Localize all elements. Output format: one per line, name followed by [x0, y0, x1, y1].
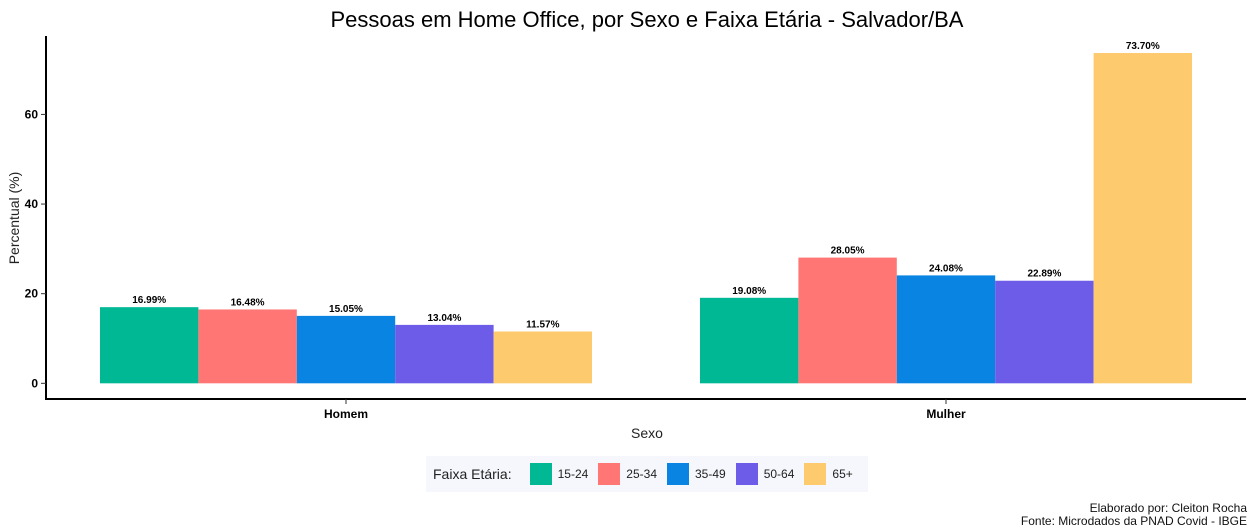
data-label: 24.08% [929, 263, 963, 274]
legend-title: Faixa Etária: [433, 466, 512, 482]
y-tick-label: 40 [25, 197, 39, 211]
bar-mulher-25-34 [798, 257, 897, 384]
legend-item-25-34: 25-34 [598, 463, 657, 485]
legend-swatch [598, 463, 621, 485]
x-tick-label: Homem [324, 407, 368, 421]
plot-area: 0 20 40 60 16.99% 16.48% 15.05% 13.04% 11.57% Hom… [25, 36, 1246, 421]
legend-swatch [804, 463, 827, 485]
bar-homem-65-plus [493, 331, 592, 384]
y-axis-title: Percentual (%) [6, 172, 22, 265]
legend-swatch [667, 463, 689, 485]
legend-label: 25-34 [626, 467, 657, 481]
bar-homem-15-24 [100, 307, 199, 384]
y-tick-label: 60 [25, 107, 39, 121]
data-label: 22.89% [1027, 269, 1061, 280]
chart-title: Pessoas em Home Office, por Sexo e Faixa… [331, 7, 964, 32]
data-label: 19.08% [732, 286, 766, 297]
legend-label: 65+ [832, 467, 853, 481]
y-tick-label: 0 [31, 376, 38, 390]
legend-item-35-49: 35-49 [667, 463, 726, 485]
legend-item-50-64: 50-64 [735, 463, 795, 485]
caption-source: Fonte: Microdados da PNAD Covid - IBGE [1020, 514, 1247, 528]
bar-homem-35-49 [296, 315, 396, 384]
bar-mulher-15-24 [700, 297, 799, 384]
legend-swatch [529, 463, 552, 485]
data-label: 28.05% [831, 246, 865, 257]
data-label: 16.48% [231, 297, 265, 308]
legend-label: 15-24 [557, 467, 589, 481]
legend: Faixa Etária: 15-24 25-34 35-49 50-64 65… [426, 456, 868, 492]
bar-mulher-35-49 [896, 275, 996, 384]
bar-homem-50-64 [395, 324, 494, 384]
data-label: 13.04% [427, 313, 461, 324]
legend-swatch [735, 463, 758, 485]
caption-author: Elaborado por: Cleiton Rocha [1089, 501, 1247, 515]
bar-mulher-50-64 [995, 280, 1094, 384]
bar-homem-25-34 [198, 309, 297, 384]
data-label: 11.57% [526, 319, 559, 330]
legend-label: 50-64 [763, 467, 795, 481]
data-label: 73.70% [1126, 41, 1160, 52]
data-label: 16.99% [132, 295, 166, 306]
y-tick-label: 20 [25, 287, 39, 301]
legend-label: 35-49 [695, 467, 726, 481]
caption: Elaborado por: Cleiton Rocha Fonte: Micr… [1021, 502, 1247, 528]
x-axis-title: Sexo [631, 425, 663, 441]
legend-item-15-24: 15-24 [529, 463, 589, 485]
data-label: 15.05% [329, 304, 363, 315]
bar-mulher-65-plus [1093, 53, 1192, 384]
x-tick-label: Mulher [926, 407, 966, 421]
legend-item-65-plus: 65+ [804, 463, 853, 485]
